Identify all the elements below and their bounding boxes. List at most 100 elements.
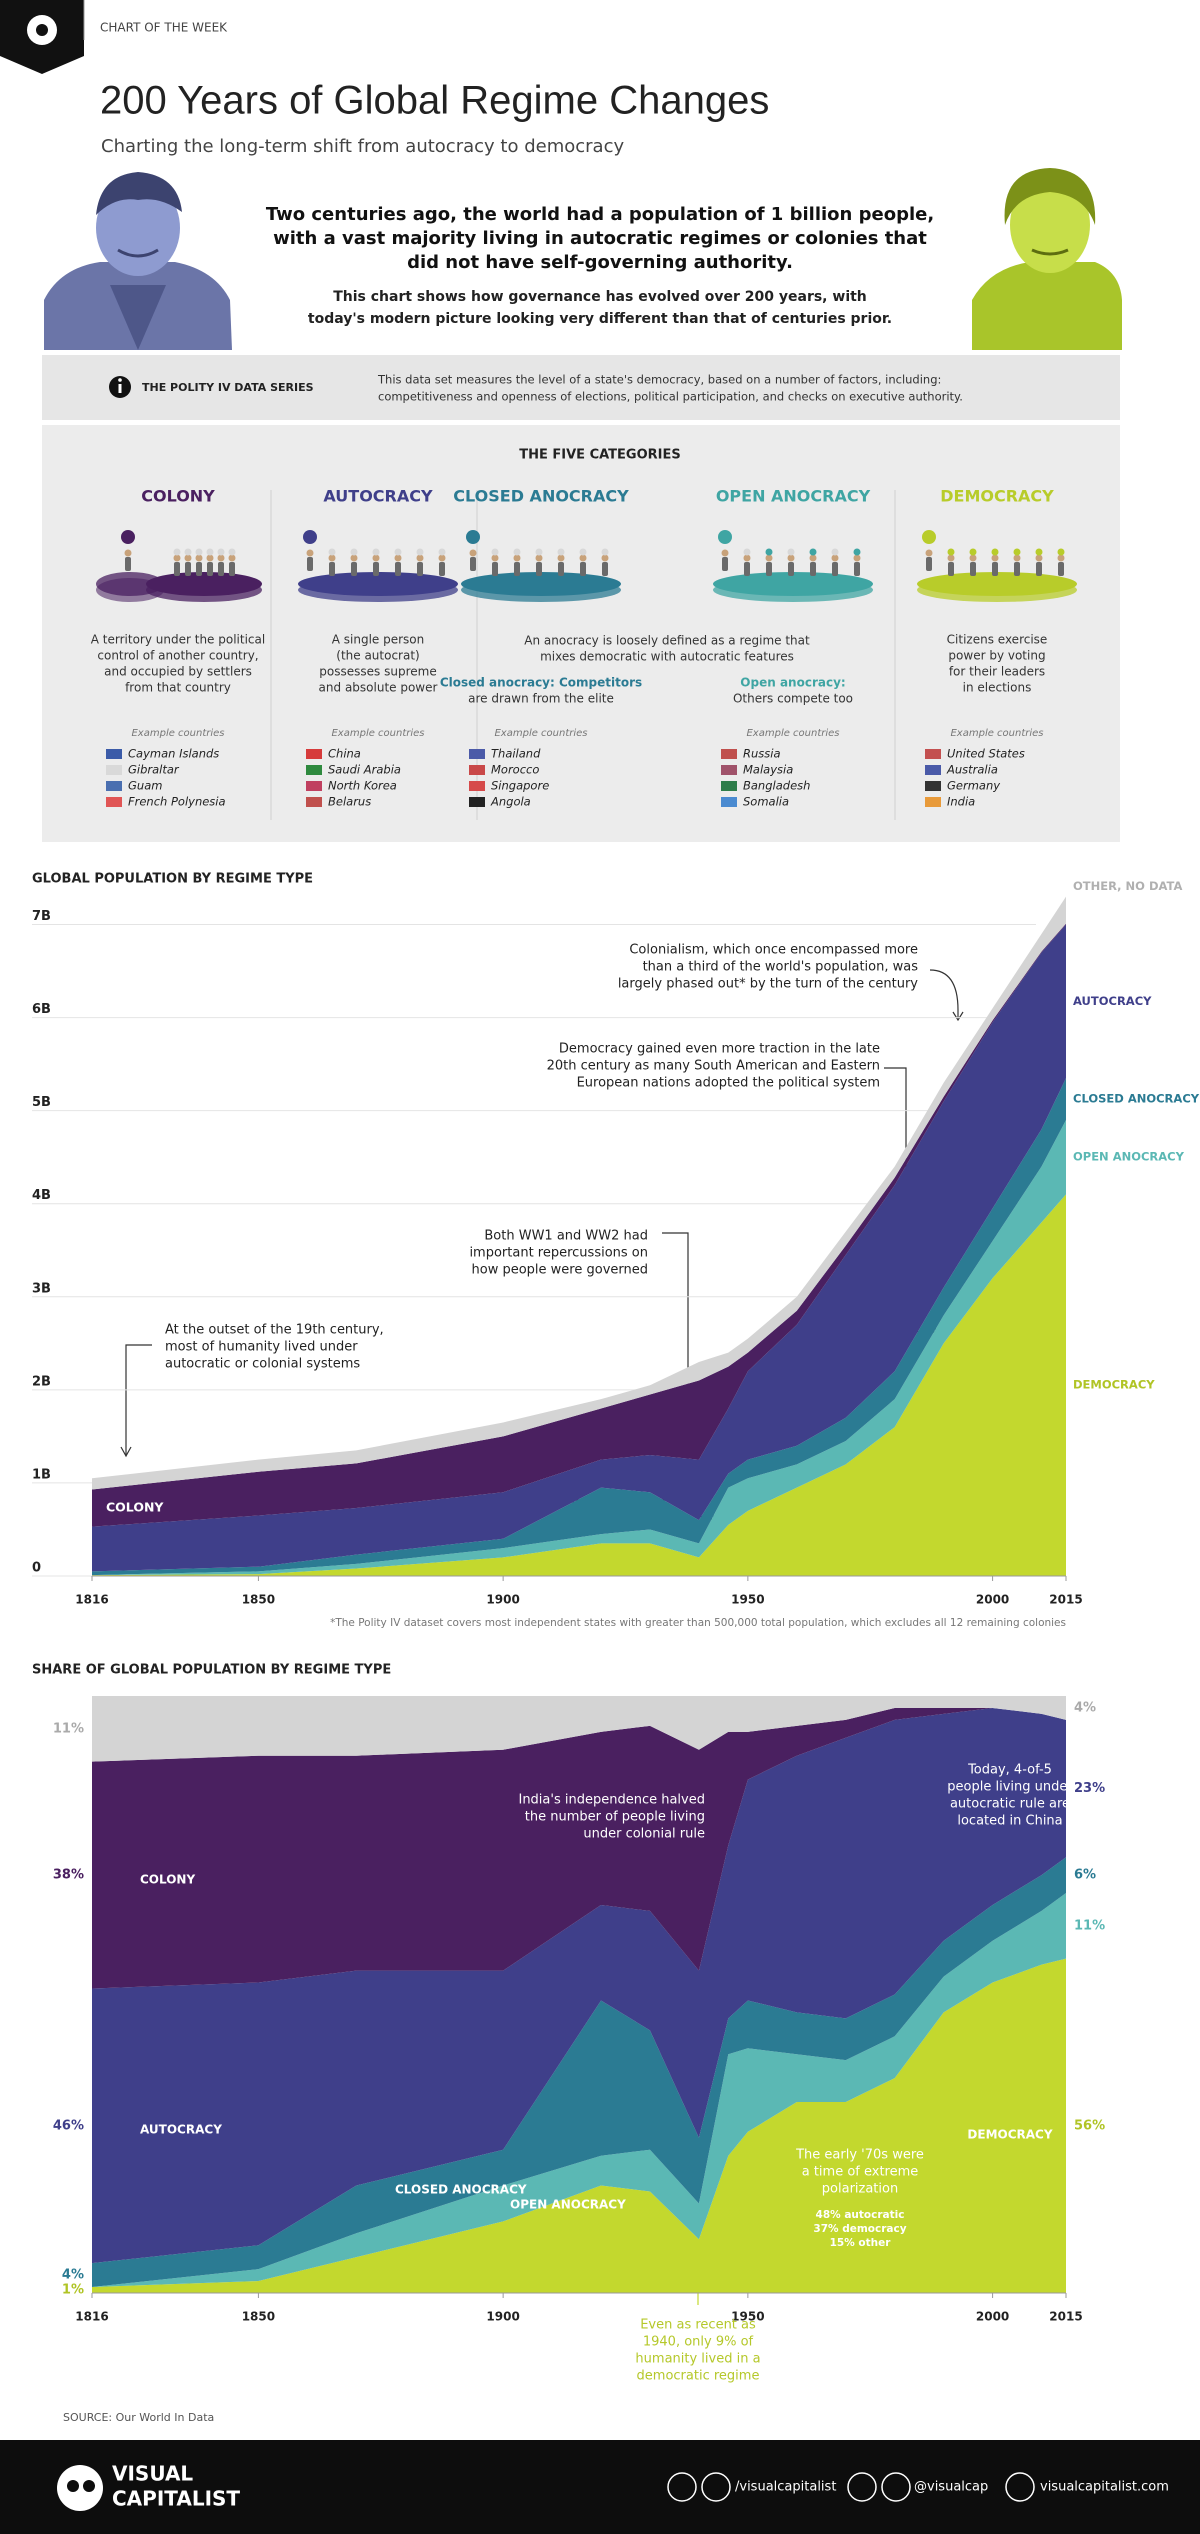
figure-marker [601,548,609,556]
figure [125,557,131,571]
instagram-icon[interactable] [881,2472,911,2502]
annotation: humanity lived in a [635,2352,760,2367]
flag [306,765,322,775]
country: Angola [490,795,531,809]
annotation: Colonialism, which once encompassed more [629,943,918,958]
annotation: most of humanity lived under [165,1340,358,1355]
figure [207,562,213,576]
flag [925,765,941,775]
intro-lead: with a vast majority living in autocrati… [273,228,927,249]
figure-marker [217,548,225,556]
figure-head [350,554,358,562]
example-label: Example countries [331,728,424,739]
annotation: Today, 4-of-5 [967,1763,1052,1778]
flag [306,781,322,791]
figure-marker [557,548,565,556]
annotation: polarization [822,2182,898,2197]
annotation: 15% other [830,2237,892,2249]
value-label: 6% [1074,1868,1096,1883]
figure-head [535,554,543,562]
portrait-right [972,168,1122,350]
source: SOURCE: Our World In Data [63,2411,214,2424]
platform [713,572,873,596]
figure-marker [466,530,480,544]
chart-title: GLOBAL POPULATION BY REGIME TYPE [32,872,313,887]
figure-marker [718,530,732,544]
figure [970,562,976,576]
figure [514,562,520,576]
facebook-icon[interactable] [667,2472,697,2502]
category-description: for their leaders [949,665,1045,679]
area [92,1119,1066,1576]
figure-head [969,554,977,562]
figure-head [184,554,192,562]
figure-marker [743,548,751,556]
anocracy-note: mixes democratic with autocratic feature… [540,650,794,664]
figure-head [416,554,424,562]
figure [1036,562,1042,576]
figure [351,562,357,576]
figure-marker [184,548,192,556]
footnote: *The Polity IV dataset covers most indep… [330,1617,1066,1629]
youtube-icon[interactable] [701,2472,731,2502]
twitter-icon[interactable] [847,2472,877,2502]
annotation: European nations adopted the political s… [577,1076,880,1091]
country: Bangladesh [743,779,810,793]
value-label: 4% [1074,1700,1096,1715]
category-description: (the autocrat) [336,649,419,663]
figure [926,557,932,571]
series-label: COLONY [140,1873,195,1887]
flag [925,797,941,807]
figure-head [394,554,402,562]
platform [146,572,262,596]
info-icon-bar [118,384,122,393]
figure-marker [922,530,936,544]
flag [721,749,737,759]
info-text: This data set measures the level of a st… [377,373,941,387]
annotation: 20th century as many South American and … [547,1059,880,1074]
figure-marker [416,548,424,556]
area [92,1857,1066,2288]
figure-marker [535,548,543,556]
category-name: AUTOCRACY [323,487,433,506]
annotation: than a third of the world's population, … [643,960,919,975]
annotation: At the outset of the 19th century, [165,1323,384,1338]
value-label: 38% [53,1868,84,1883]
figure-head [947,554,955,562]
country: Thailand [491,747,541,761]
flag [106,781,122,791]
figure-head [1035,554,1043,562]
annotation: The early '70s were [795,2148,924,2163]
annotation: how people were governed [472,1263,648,1278]
annotation: 37% democracy [813,2223,906,2235]
figure [744,562,750,576]
value-label: 46% [53,2118,84,2133]
figure-marker [831,548,839,556]
web-icon[interactable] [1005,2472,1035,2502]
y-tick-label: 6B [32,1002,51,1017]
social-handle[interactable]: @visualcap [914,2480,988,2495]
x-tick-label: 2000 [976,1593,1009,1607]
social-handle[interactable]: /visualcapitalist [735,2480,836,2495]
figure-marker [438,548,446,556]
y-tick-label: 7B [32,909,51,924]
annotation: 48% autocratic [816,2209,905,2221]
areas [92,896,1066,1576]
example-label: Example countries [494,728,587,739]
areas [92,1696,1066,2293]
figure-head [195,554,203,562]
x-tick-label: 1900 [486,1593,519,1607]
social-handle[interactable]: visualcapitalist.com [1040,2480,1169,2495]
annotation: Both WW1 and WW2 had [484,1229,648,1244]
country: Russia [743,747,781,761]
figure-marker [195,548,203,556]
figure [470,557,476,571]
flag [469,781,485,791]
area [92,1958,1066,2293]
figure-head [831,554,839,562]
series-label: AUTOCRACY [1073,994,1152,1008]
figure [992,562,998,576]
category-name: OPEN ANOCRACY [716,487,871,506]
figure-marker [947,548,955,556]
